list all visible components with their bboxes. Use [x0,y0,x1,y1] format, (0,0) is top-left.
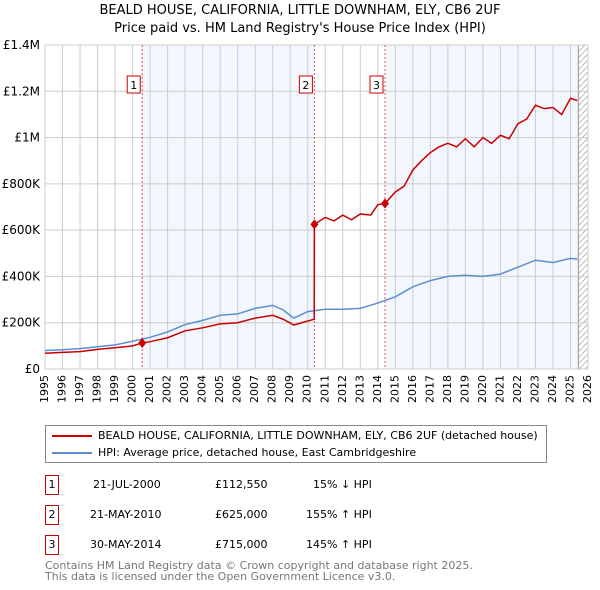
y-tick-label: £800K [2,177,42,191]
legend-label: HPI: Average price, detached house, East… [98,446,417,459]
x-tick-label: 2017 [423,375,436,403]
x-tick-label: 2003 [178,375,191,403]
x-tick-label: 2024 [546,375,559,403]
sale-marker-box [369,75,384,94]
x-tick-label: 2009 [283,375,296,403]
x-tick-label: 1995 [38,375,51,403]
sale-marker-label: 2 [302,79,309,92]
x-tick-label: 2007 [248,375,261,403]
title-line: BEALD HOUSE, CALIFORNIA, LITTLE DOWNHAM,… [99,3,501,18]
x-tick-label: 2000 [126,375,139,403]
x-tick-label: 2025 [563,375,576,403]
sale-marker-box [126,75,141,94]
x-tick-label: 2026 [581,375,594,403]
sale-hpi: 155% ↑ HPI [306,508,372,521]
series-line-hpi [44,257,578,352]
x-tick-label: 1999 [108,375,121,403]
x-tick-label: 2005 [213,375,226,403]
sale-price: £715,000 [215,538,268,551]
x-tick-label: 1998 [91,375,104,403]
plot-border [44,44,589,370]
sale-marker: 2 [45,505,59,525]
x-tick-label: 1996 [56,375,69,403]
y-tick-label: £1.4M [3,38,40,52]
x-tick-label: 2013 [353,375,366,403]
footer-line: Contains HM Land Registry data © Crown c… [45,559,473,572]
sale-date: 30-MAY-2014 [90,538,162,551]
sale-row: 1 21-JUL-2000 £112,550 15% ↓ HPI [45,475,445,495]
sale-row: 3 30-MAY-2014 £715,000 145% ↑ HPI [45,535,445,555]
x-tick-label: 1997 [73,375,86,403]
sale-marker-label: 1 [130,79,137,92]
sale-price: £625,000 [215,508,268,521]
sale-marker-label: 3 [373,79,380,92]
sale-hpi: 145% ↑ HPI [306,538,372,551]
x-tick-label: 2008 [266,375,279,403]
chart-plot: 1995 1996 1997 1998 1999 2000 2001 2002 2003 2004… [2,38,594,403]
x-tick-label: 2011 [318,375,331,403]
x-tick-label: 2023 [528,375,541,403]
x-tick-label: 2021 [493,375,506,403]
sale-point [380,198,389,209]
x-tick-label: 2020 [476,375,489,403]
shaded-period [384,45,579,369]
x-tick-label: 2016 [406,375,419,403]
x-tick-label: 2015 [388,375,401,403]
sale-date: 21-JUL-2000 [93,478,161,491]
x-tick-label: 2006 [231,375,244,403]
x-tick-label: 2022 [511,375,524,403]
sale-price: £112,550 [215,478,268,491]
legend-label: BEALD HOUSE, CALIFORNIA, LITTLE DOWNHAM,… [98,429,538,442]
x-tick-label: 2018 [441,375,454,403]
y-tick-label: £600K [2,223,42,237]
sale-marker: 1 [45,475,59,495]
x-tick-label: 2012 [336,375,349,403]
series-line-property [44,97,578,355]
x-tick-label: 2004 [196,375,209,403]
sale-point [138,337,147,348]
legend: BEALD HOUSE, CALIFORNIA, LITTLE DOWNHAM,… [45,425,547,463]
y-tick-label: £400K [2,269,42,283]
y-tick-label: £200K [2,316,42,330]
x-tick-label: 2001 [143,375,156,403]
sale-point [310,219,319,230]
subtitle-line: Price paid vs. HM Land Registry's House … [114,21,486,36]
chart-title: BEALD HOUSE, CALIFORNIA, LITTLE DOWNHAM,… [0,2,600,38]
future-hatch [578,45,588,369]
sale-row: 2 21-MAY-2010 £625,000 155% ↑ HPI [45,505,445,525]
sale-date: 21-MAY-2010 [90,508,162,521]
x-tick-label: 2019 [458,375,471,403]
footer: Contains HM Land Registry data © Crown c… [45,560,473,582]
y-tick-label: £0 [25,362,40,376]
footer-line: This data is licensed under the Open Gov… [45,570,396,583]
x-tick-label: 2014 [371,375,384,403]
sale-hpi: 15% ↓ HPI [313,478,372,491]
y-tick-label: £1M [14,131,40,145]
x-tick-label: 2002 [161,375,174,403]
x-tick-label: 2010 [301,375,314,403]
sale-marker-box [298,75,313,94]
sale-marker: 3 [45,535,59,555]
y-tick-label: £1.2M [3,84,40,98]
